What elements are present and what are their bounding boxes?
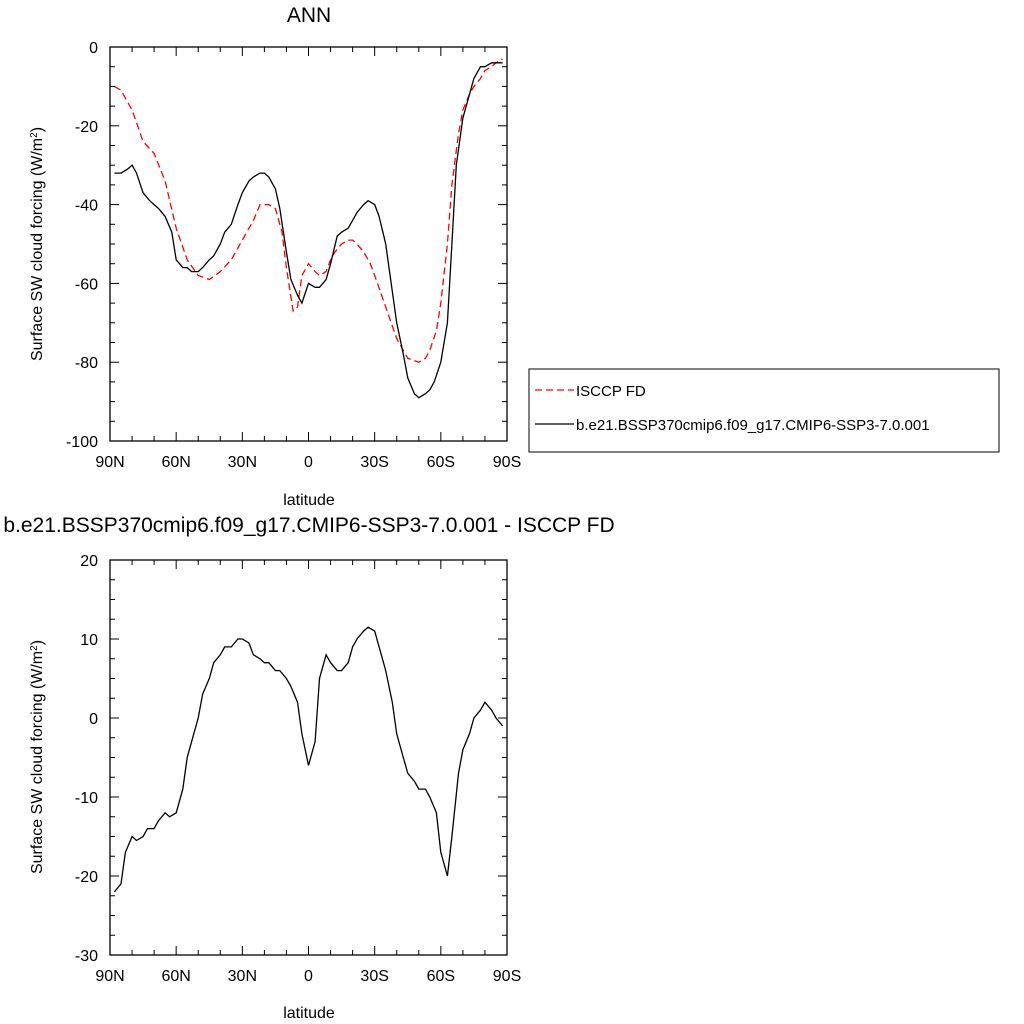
- top-series-layer: [114, 58, 503, 399]
- bottom-x-axis-label: latitude: [283, 1005, 335, 1022]
- top-y-tick-label: -40: [75, 198, 98, 215]
- top-chart: ANN 90N 60N 30N 0 30S 60S 90S -100 -80 -60 -40 -20 0…: [29, 4, 1000, 509]
- top-plot-frame: [109, 46, 508, 442]
- bottom-x-tick-label: 90S: [493, 968, 521, 985]
- top-y-tick-label: -20: [75, 119, 98, 136]
- top-y-axis-label-sup: 2: [29, 132, 40, 138]
- bottom-y-axis-label: Surface SW cloud forcing (W/m2): [29, 640, 47, 874]
- bottom-y-tick-label: 20: [80, 553, 98, 570]
- top-x-tick-label: 90S: [493, 454, 521, 471]
- top-y-tick-label: 0: [89, 40, 98, 57]
- legend-box: [528, 368, 1000, 453]
- bottom-y-axis-label-close: ): [29, 640, 46, 645]
- top-x-tick-label: 30S: [360, 454, 388, 471]
- bottom-ticks-layer: 90N 60N 30N 0 30S 60S 90S -30 -20 -10 0 10 20: [75, 553, 521, 985]
- bottom-y-axis-label-text: Surface SW cloud forcing (W/m: [29, 651, 46, 874]
- top-x-axis-label: latitude: [283, 492, 335, 509]
- top-y-tick-label: -100: [66, 434, 98, 451]
- top-series-line-1: [114, 62, 503, 399]
- top-x-tick-label: 30N: [228, 454, 257, 471]
- top-x-tick-label: 90N: [95, 454, 124, 471]
- top-y-tick-label: -80: [75, 355, 98, 372]
- top-x-tick-label: 0: [304, 454, 313, 471]
- bottom-x-tick-label: 60N: [161, 968, 190, 985]
- bottom-x-tick-label: 30N: [228, 968, 257, 985]
- top-y-tick-label: -60: [75, 276, 98, 293]
- bottom-y-tick-label: -30: [75, 948, 98, 965]
- top-x-tick-label: 60N: [161, 454, 190, 471]
- top-y-axis-label: Surface SW cloud forcing (W/m2): [29, 127, 47, 361]
- bottom-plot-frame: [109, 559, 508, 956]
- bottom-y-tick-label: -10: [75, 790, 98, 807]
- top-y-axis-label-text: Surface SW cloud forcing (W/m: [29, 138, 46, 361]
- bottom-chart: b.e21.BSSP370cmip6.f09_g17.CMIP6-SSP3-7.…: [3, 514, 614, 1022]
- top-chart-title: ANN: [287, 4, 331, 27]
- bottom-y-tick-label: 0: [89, 711, 98, 728]
- bottom-series-line-0: [113, 626, 504, 893]
- top-x-tick-label: 60S: [427, 454, 455, 471]
- bottom-y-axis-label-sup: 2: [29, 645, 40, 651]
- bottom-y-tick-label: 10: [80, 632, 98, 649]
- bottom-x-tick-label: 30S: [360, 968, 388, 985]
- bottom-x-tick-label: 60S: [427, 968, 455, 985]
- bottom-x-tick-label: 90N: [95, 968, 124, 985]
- bottom-series-layer: [113, 626, 504, 893]
- legend: ISCCP FD b.e21.BSSP370cmip6.f09_g17.CMIP…: [528, 368, 1000, 453]
- bottom-chart-title: b.e21.BSSP370cmip6.f09_g17.CMIP6-SSP3-7.…: [3, 514, 614, 537]
- bottom-y-tick-label: -20: [75, 869, 98, 886]
- legend-label-model: b.e21.BSSP370cmip6.f09_g17.CMIP6-SSP3-7.…: [576, 417, 930, 434]
- legend-label-isccp-fd: ISCCP FD: [576, 383, 646, 400]
- top-ticks-layer: 90N 60N 30N 0 30S 60S 90S -100 -80 -60 -40 -20 0: [66, 40, 521, 471]
- bottom-x-tick-label: 0: [304, 968, 313, 985]
- top-y-axis-label-close: ): [29, 127, 46, 132]
- top-series-line-0: [114, 58, 503, 363]
